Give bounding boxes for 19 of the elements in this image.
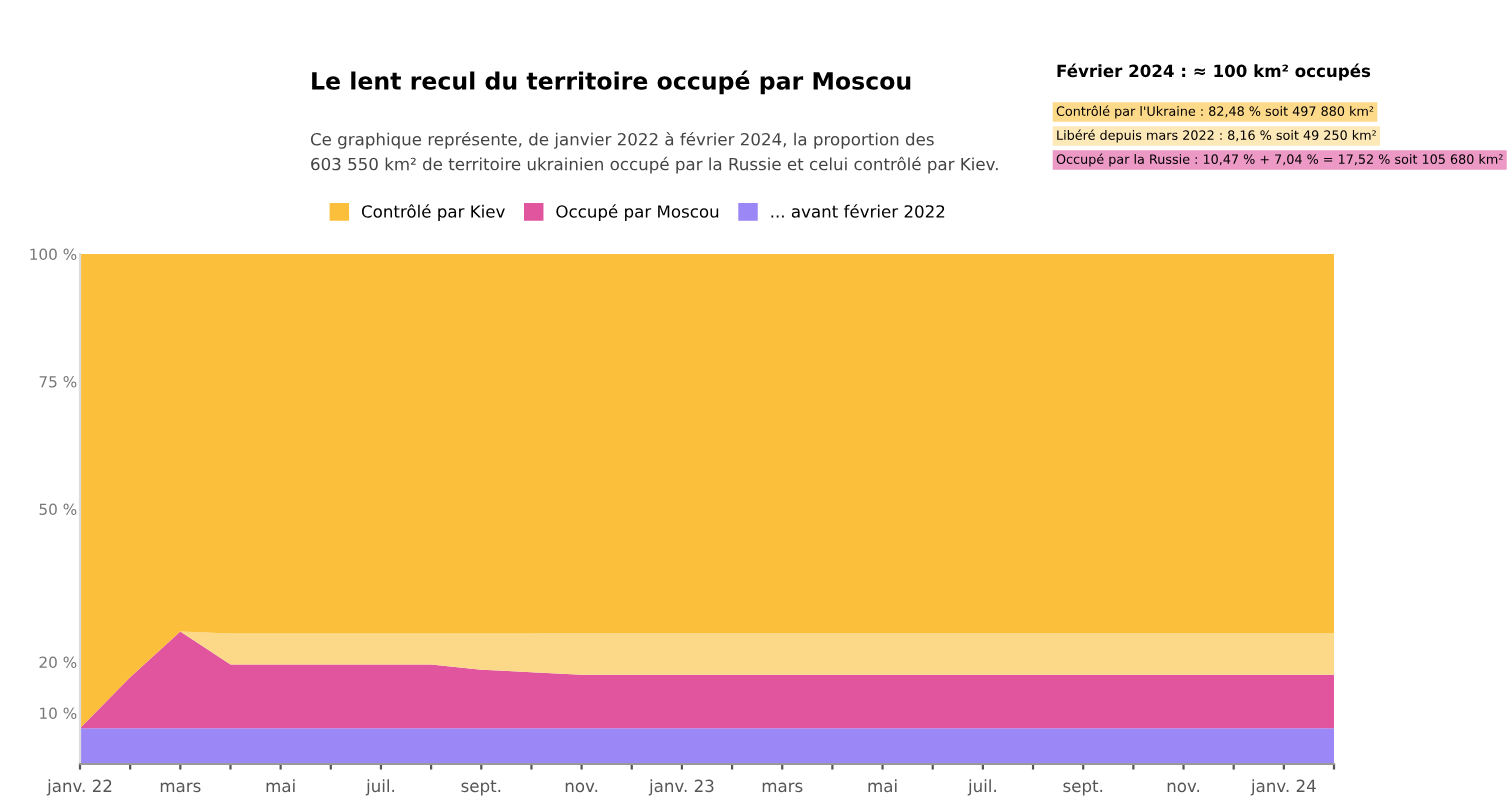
x-tick-label: mars: [160, 782, 201, 793]
x-tick-label: janv. 24: [1250, 779, 1316, 796]
text: Février 2024 : ≈ 100 km² occupés: [1057, 63, 1371, 81]
x-tick-label: sept.: [461, 780, 501, 796]
chart-title: Le lent recul du territoire occupé par Moscou: [312, 70, 911, 95]
x-tick-label: mai: [868, 779, 897, 793]
legend-label: ... avant février 2022: [771, 204, 945, 218]
x-tick-label: sept.: [1063, 780, 1103, 796]
x-tick-label: janv. 23: [648, 779, 714, 796]
x-tick-label: janv. 22: [46, 779, 112, 796]
x-tick-label: nov.: [1167, 782, 1200, 793]
legend-label: Occupé par Moscou: [556, 204, 719, 221]
x-tick-label: mars: [762, 782, 803, 793]
x-tick-label: nov.: [565, 782, 598, 793]
legend-label: Contrôlé par Kiev: [361, 204, 505, 221]
x-tick-label: mai: [266, 779, 295, 793]
x-tick-label: juil.: [365, 779, 395, 796]
chart-subtitle: Ce graphique représente, de janvier 2022 à février 2024, la proportion des 603 550 km² de territoire ukrainien occupé par la Russie et celui contrôlé par Kiev.: [310, 132, 998, 174]
x-tick-label: juil.: [967, 779, 996, 796]
